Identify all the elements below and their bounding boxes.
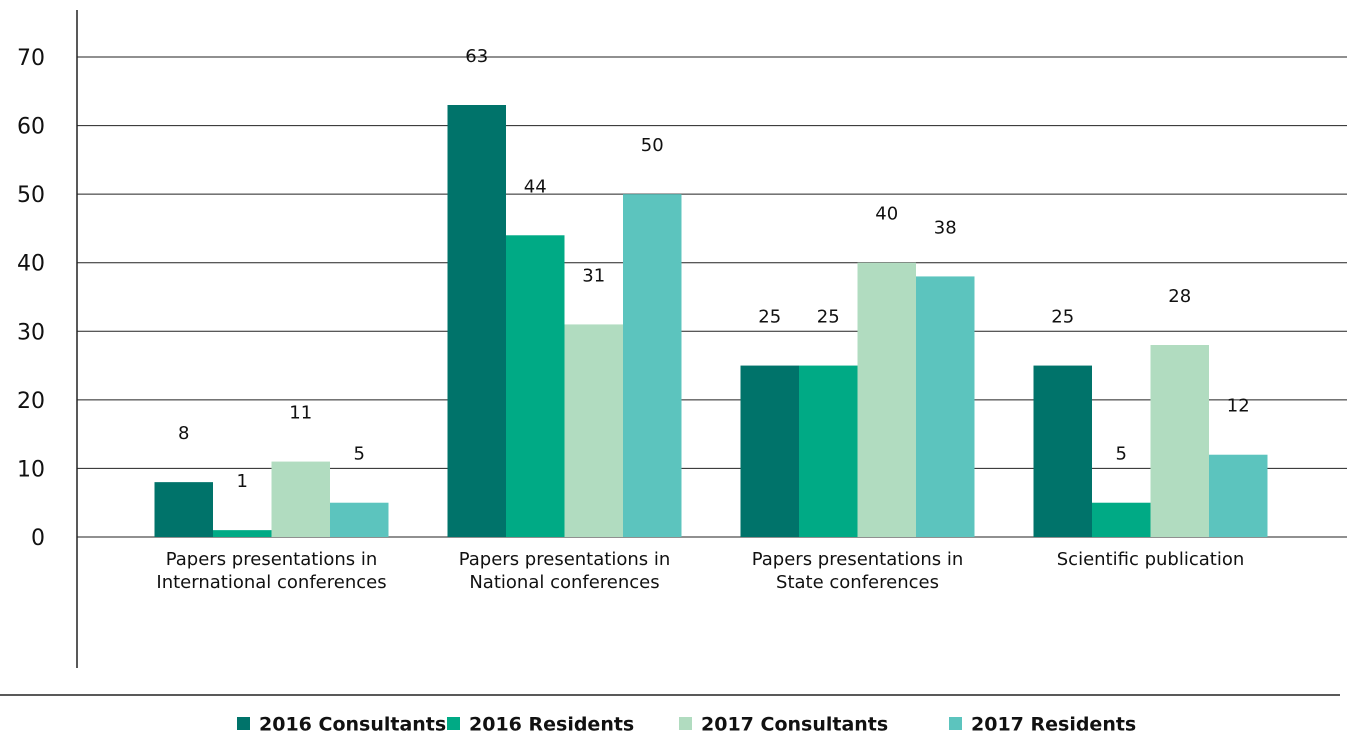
bar [154, 482, 213, 537]
bar [740, 365, 799, 537]
data-label: 28 [1168, 286, 1191, 307]
legend-label: 2017 Consultants [701, 714, 888, 736]
data-label: 1 [237, 471, 248, 492]
data-label: 44 [524, 176, 547, 197]
y-tick-label: 10 [17, 457, 45, 482]
y-tick-label: 40 [17, 252, 45, 277]
data-label: 50 [641, 135, 664, 156]
data-label: 25 [1051, 307, 1074, 328]
bar [213, 530, 272, 537]
legend-label: 2016 Residents [469, 714, 634, 736]
data-label: 38 [934, 217, 957, 238]
legend-label: 2016 Consultants [259, 714, 446, 736]
bar [857, 262, 916, 537]
bar [1150, 345, 1209, 537]
bar [623, 194, 682, 537]
x-tick-label-box: Papers presentations in International co… [156, 549, 387, 593]
bar [330, 502, 389, 537]
y-tick-label: 60 [17, 115, 45, 140]
bar [506, 235, 565, 538]
data-label: 63 [465, 46, 488, 67]
y-tick-label: 20 [17, 389, 45, 414]
x-tick-label-box: Scientific publication [1056, 549, 1245, 570]
legend-swatch [447, 717, 460, 730]
data-label: 12 [1227, 396, 1250, 417]
x-tick-label: Scientific publication [1056, 549, 1245, 570]
data-label: 25 [817, 307, 840, 328]
y-tick-label: 30 [17, 320, 45, 345]
data-label: 40 [875, 204, 898, 225]
data-label: 8 [178, 423, 189, 444]
x-tick-label: Papers presentations in State conference… [751, 549, 964, 593]
y-tick-label: 0 [31, 526, 45, 551]
legend-swatch [949, 717, 962, 730]
bar [916, 276, 975, 537]
data-label: 5 [354, 444, 365, 465]
data-label: 31 [582, 265, 605, 286]
x-tick-label-box: Papers presentations in State conference… [751, 549, 964, 593]
bar [564, 324, 623, 537]
legend-swatch [237, 717, 250, 730]
legend-label: 2017 Residents [971, 714, 1136, 736]
bar [271, 461, 330, 537]
y-tick-label: 70 [17, 46, 45, 71]
data-label: 11 [289, 403, 312, 424]
bar [1209, 454, 1268, 537]
bar [447, 105, 506, 537]
x-tick-label: Papers presentations in National confere… [458, 549, 671, 593]
x-tick-label: Papers presentations in International co… [156, 549, 387, 593]
bar [1033, 365, 1092, 537]
data-label: 5 [1116, 444, 1127, 465]
bar [1092, 502, 1151, 537]
x-tick-label-box: Papers presentations in National confere… [458, 549, 671, 593]
bar [799, 365, 858, 537]
data-label: 25 [758, 307, 781, 328]
legend: 2016 Consultants 2016 Residents 2017 Consu… [237, 714, 1136, 736]
y-tick-label: 50 [17, 183, 45, 208]
legend-swatch [679, 717, 692, 730]
